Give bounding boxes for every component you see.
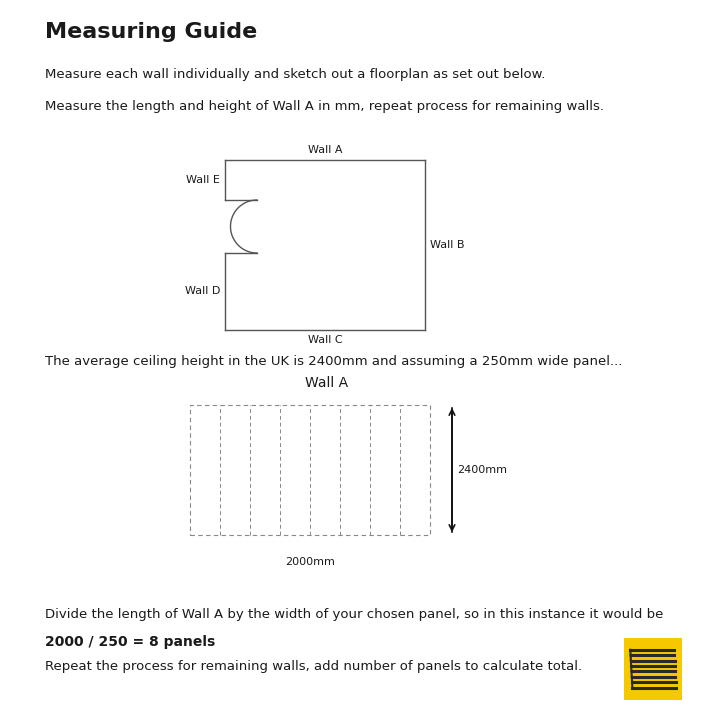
Text: Wall E: Wall E	[186, 175, 220, 185]
Text: Wall A: Wall A	[305, 376, 348, 390]
Text: Measure each wall individually and sketch out a floorplan as set out below.: Measure each wall individually and sketc…	[45, 68, 545, 81]
Text: Measuring Guide: Measuring Guide	[45, 22, 257, 42]
Text: Wall A: Wall A	[307, 145, 342, 155]
Text: Wall D: Wall D	[184, 287, 220, 297]
Text: Measure the length and height of Wall A in mm, repeat process for remaining wall: Measure the length and height of Wall A …	[45, 100, 604, 113]
Text: Wall C: Wall C	[307, 335, 342, 345]
Text: Divide the length of Wall A by the width of your chosen panel, so in this instan: Divide the length of Wall A by the width…	[45, 608, 663, 621]
Text: 2400mm: 2400mm	[457, 465, 507, 475]
Bar	[190, 405, 430, 535]
Text: 2000mm: 2000mm	[285, 557, 335, 567]
Text: Repeat the process for remaining walls, add number of panels to calculate total.: Repeat the process for remaining walls, …	[45, 660, 582, 673]
Text: 2000 / 250 = 8 panels: 2000 / 250 = 8 panels	[45, 635, 215, 649]
Text: Wall B: Wall B	[430, 240, 464, 250]
Text: The average ceiling height in the UK is 2400mm and assuming a 250mm wide panel..: The average ceiling height in the UK is …	[45, 355, 622, 368]
